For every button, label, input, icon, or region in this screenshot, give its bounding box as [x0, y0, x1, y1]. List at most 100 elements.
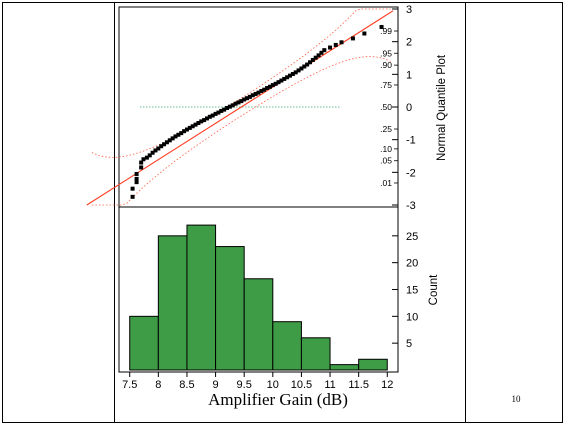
quantile-point [250, 93, 255, 98]
quantile-point [313, 55, 318, 60]
quantile-point [210, 113, 215, 118]
normal-fit-line [86, 10, 394, 206]
histogram-bar [186, 224, 217, 371]
quantile-tick-label: 2 [406, 37, 412, 49]
quantile-point [139, 165, 144, 170]
x-axis-title: Amplifier Gain (dB) [208, 390, 348, 409]
quantile-point [333, 42, 338, 47]
x-tick-label: 9 [213, 379, 219, 391]
quantile-point [193, 122, 198, 127]
count-tick-label: 20 [406, 258, 418, 270]
quantile-point [290, 72, 295, 77]
quantile-point [156, 146, 161, 151]
quantile-point [276, 80, 281, 85]
x-tick-label: 11 [324, 379, 335, 391]
quantile-point [134, 180, 139, 185]
quantile-point [287, 73, 292, 78]
quantile-point [225, 105, 230, 110]
quantile-point [170, 136, 175, 141]
quantile-point [282, 76, 287, 81]
probability-tick-label: .95 [380, 48, 392, 58]
quantile-point [134, 171, 139, 176]
quantile-point [164, 140, 169, 145]
quantile-point [202, 118, 207, 123]
x-tick-label: 8.5 [179, 379, 194, 391]
quantile-point [256, 90, 261, 95]
quantile-point [270, 83, 275, 88]
quantile-point [190, 124, 195, 129]
plot-area-frame [118, 6, 399, 373]
probability-tick-label: .90 [380, 60, 392, 70]
quantile-point [144, 155, 149, 160]
quantile-point [233, 101, 238, 106]
quantile-point [319, 50, 324, 55]
quantile-point [147, 153, 152, 158]
quantile-point [130, 194, 135, 199]
probability-tick-label: .01 [380, 178, 392, 188]
histogram-bar [215, 246, 245, 371]
quantile-point [182, 129, 187, 134]
quantile-point [150, 150, 155, 155]
probability-tick-label: .10 [380, 144, 392, 154]
quantile-point [153, 148, 158, 153]
quantile-point [196, 121, 201, 126]
quantile-point [308, 60, 313, 65]
quantile-point [179, 131, 184, 136]
histogram-bar [300, 337, 331, 371]
quantile-tick-label: -1 [406, 135, 416, 147]
quantile-point [293, 70, 298, 75]
quantile-point [239, 99, 244, 104]
quantile-point [173, 134, 178, 139]
quantile-point [322, 48, 327, 53]
quantile-point [247, 94, 252, 99]
quantile-point [130, 186, 135, 191]
quantile-point [204, 116, 209, 121]
histogram-bar [157, 235, 188, 371]
quantile-point [328, 45, 333, 50]
quantile-point [230, 103, 235, 108]
x-tick-label: 11.5 [348, 379, 369, 391]
x-tick-label: 12 [381, 379, 393, 391]
quantile-point [242, 97, 247, 102]
quantile-point [285, 75, 290, 80]
probability-tick-label: .99 [380, 26, 392, 36]
quantile-tick-label: 3 [406, 4, 412, 16]
count-tick-label: 25 [406, 231, 418, 243]
quantile-point [350, 36, 355, 41]
quantile-point [273, 81, 278, 86]
quantile-point [279, 78, 284, 83]
confidence-band-upper [91, 8, 391, 158]
quantile-point [207, 114, 212, 119]
quantile-tick-label: 0 [406, 102, 412, 114]
quantile-point [253, 91, 258, 96]
quantile-point [265, 86, 270, 91]
quantile-point [305, 62, 310, 67]
histogram-panel [129, 224, 388, 371]
quantile-point [227, 104, 232, 109]
quantile-point [245, 96, 250, 101]
figure-border [114, 2, 466, 423]
count-tick-label: 5 [406, 338, 412, 350]
quantile-point [199, 119, 204, 124]
count-tick-label: 15 [406, 285, 418, 297]
count-axis-title: Count [428, 274, 440, 305]
page-number: 10 [512, 394, 522, 404]
quantile-point [236, 100, 241, 105]
quantile-point [216, 110, 221, 115]
quantile-panel [86, 8, 394, 206]
quantile-point [222, 107, 227, 112]
quantile-point [339, 40, 344, 45]
quantile-point [310, 57, 315, 62]
axes: -3-2-10123.01.05.10.25.50.75.90.95.99510… [122, 4, 418, 391]
x-tick-label: 7.5 [122, 379, 137, 391]
quantile-point [259, 88, 264, 93]
quantile-point [267, 84, 272, 89]
quantile-point [316, 53, 321, 58]
quantile-point [134, 176, 139, 181]
probability-tick-label: .75 [380, 80, 392, 90]
quantile-point [219, 108, 224, 113]
x-tick-label: 10 [267, 379, 279, 391]
quantile-point [262, 87, 267, 92]
